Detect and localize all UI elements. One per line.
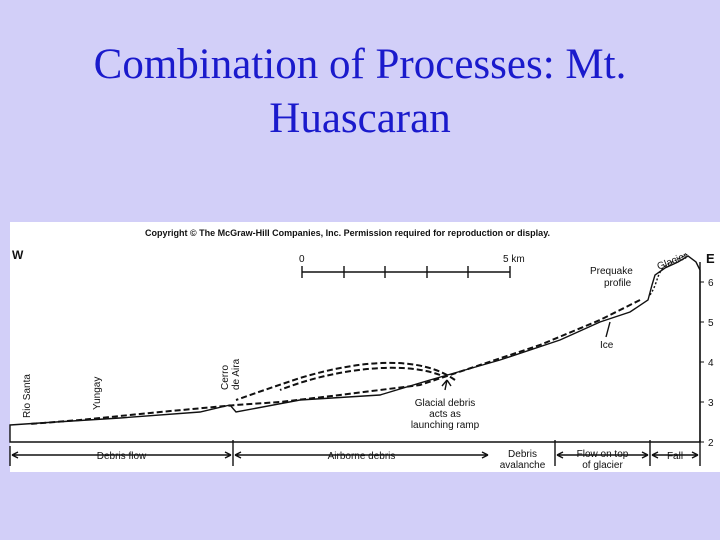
title-line: Combination of Processes: Mt.	[93, 41, 627, 88]
segment-arrow	[234, 451, 489, 459]
label-line: Cerro	[220, 365, 231, 390]
segment-label: Debris avalanche	[500, 449, 546, 471]
scale-end: 5 km	[503, 254, 525, 265]
scale-bar	[301, 266, 511, 278]
flow-arrows	[29, 299, 641, 425]
slide-title: Combination of Processes: Mt. Huascaran	[0, 38, 720, 146]
label-line: Airborne debris	[328, 451, 396, 462]
segment-label: Airborne debris	[328, 451, 396, 462]
label-line: avalanche	[500, 460, 546, 471]
scale-start: 0	[299, 254, 305, 265]
ice-label: Ice	[600, 340, 614, 351]
airborne-arc	[235, 361, 456, 401]
yungay-label: Yungay	[92, 377, 103, 410]
rio-santa-label: Rio Santa	[22, 374, 33, 418]
label-line: acts as	[429, 409, 461, 420]
elevation-label: 5	[708, 318, 714, 329]
label-line: Debris flow	[97, 451, 147, 462]
figure-background	[10, 222, 720, 472]
label-line: Glacial debris	[415, 398, 476, 409]
segment-label: Fall	[667, 451, 683, 462]
prequake-label: Prequake profile	[590, 266, 633, 289]
airborne-arc	[279, 366, 441, 391]
label-line: launching ramp	[411, 420, 480, 431]
segment-label: Debris flow	[97, 451, 147, 462]
segment-arrow	[556, 451, 649, 459]
elevation-ticks: 6 5 4 3 2	[700, 278, 714, 449]
west-label: W	[12, 248, 24, 262]
elevation-label: 2	[708, 438, 714, 449]
prequake-profile-line	[649, 253, 689, 296]
east-label: E	[706, 251, 715, 266]
ice-arrow	[605, 321, 611, 338]
label-line: Debris	[508, 449, 537, 460]
label-line: of glacier	[582, 460, 623, 471]
ramp-arrow	[441, 379, 452, 391]
title-line: Huascaran	[269, 95, 451, 142]
copyright: Copyright © The McGraw-Hill Companies, I…	[145, 228, 550, 238]
elevation-label: 6	[708, 278, 714, 289]
segment-dividers	[9, 440, 701, 466]
label-line: profile	[604, 278, 632, 289]
label-line: Prequake	[590, 266, 633, 277]
segment-arrow	[651, 451, 699, 459]
label-line: de Aira	[231, 358, 242, 390]
elevation-label: 4	[708, 358, 714, 369]
segment-arrow	[11, 451, 232, 459]
cerro-de-aira-label: Cerrode Aira	[220, 358, 242, 390]
elevation-label: 3	[708, 398, 714, 409]
launching-ramp-label: Glacial debris acts as launching ramp	[411, 398, 480, 431]
label-line: Fall	[667, 451, 683, 462]
segment-label: Flow on top of glacier	[577, 449, 629, 471]
label-line: Flow on top	[577, 449, 629, 460]
segments: Debris flow Airborne debris Debris avalanch…	[11, 449, 699, 471]
